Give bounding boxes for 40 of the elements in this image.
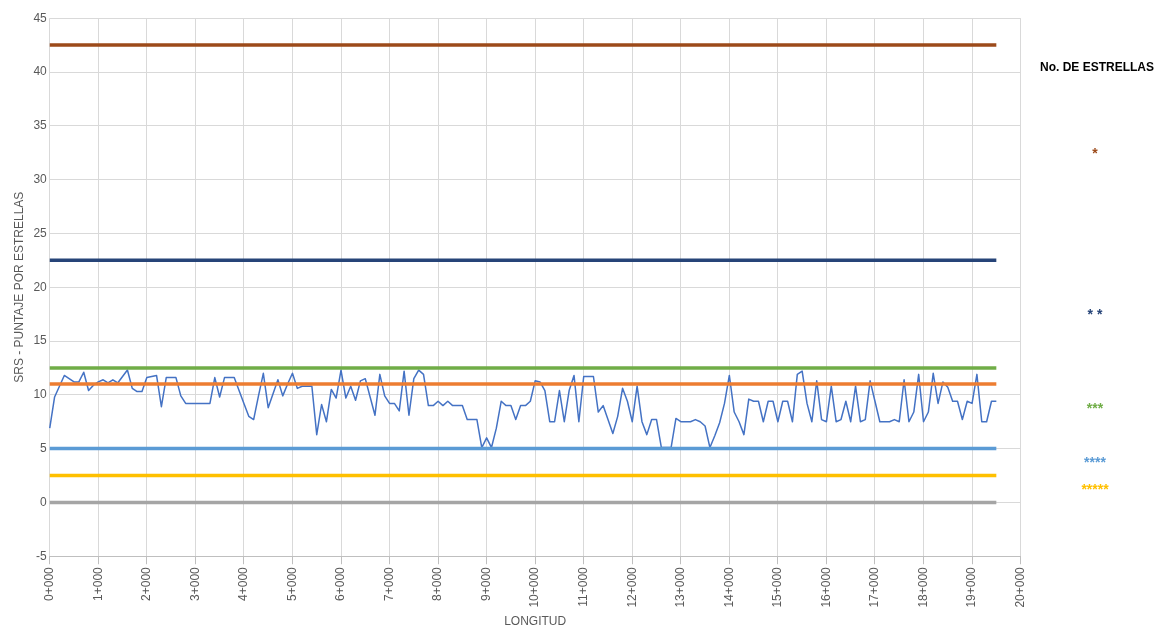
- y-axis-title: SRS - PUNTAJE POR ESTRELLAS: [11, 191, 26, 383]
- x-tick-label: 8+000: [430, 566, 445, 601]
- x-tick-label: 20+000: [1012, 566, 1027, 608]
- x-tick-label: 18+000: [915, 566, 930, 608]
- x-tick-label: 15+000: [770, 566, 785, 608]
- y-tick-label: 15: [33, 333, 48, 348]
- y-tick-label: 5: [40, 440, 48, 455]
- ref-line-label: * *: [1086, 306, 1104, 323]
- x-tick-label: 17+000: [867, 566, 882, 608]
- y-tick-label: -5: [36, 548, 48, 563]
- ref-line-label: ***: [1085, 400, 1105, 417]
- x-tick-label: 3+000: [187, 566, 202, 601]
- x-tick-label: 9+000: [478, 566, 493, 601]
- x-tick-label: 13+000: [673, 566, 688, 608]
- ref-line-label: *: [1091, 144, 1099, 161]
- y-tick-label: 45: [33, 10, 48, 25]
- x-axis-title: LONGITUD: [504, 614, 567, 629]
- ref-line-label: ****: [1083, 454, 1107, 471]
- y-tick-label: 10: [33, 387, 48, 402]
- y-tick-label: 20: [33, 279, 48, 294]
- x-tick-label: 1+000: [90, 566, 105, 601]
- y-tick-label: 25: [33, 225, 48, 240]
- x-tick-label: 4+000: [236, 566, 251, 601]
- y-tick-label: 0: [40, 494, 48, 509]
- x-tick-label: 5+000: [284, 566, 299, 601]
- y-tick-label: 30: [33, 171, 48, 186]
- text: No. DE ESTRELLAS: [1040, 60, 1155, 74]
- y-tick-label: 40: [33, 64, 48, 79]
- x-tick-label: 14+000: [721, 566, 736, 608]
- x-tick-label: 19+000: [964, 566, 979, 608]
- x-tick-label: 6+000: [333, 566, 348, 601]
- ref-line-label: *****: [1080, 480, 1110, 497]
- x-tick-label: 10+000: [527, 566, 542, 608]
- x-tick-label: 11+000: [576, 566, 591, 607]
- x-tick-label: 7+000: [381, 566, 396, 601]
- x-tick-label: 16+000: [818, 566, 833, 608]
- x-tick-label: 0+000: [42, 566, 57, 601]
- y-tick-label: 35: [33, 118, 48, 133]
- x-tick-label: 12+000: [624, 566, 639, 608]
- x-tick-label: 2+000: [139, 566, 154, 601]
